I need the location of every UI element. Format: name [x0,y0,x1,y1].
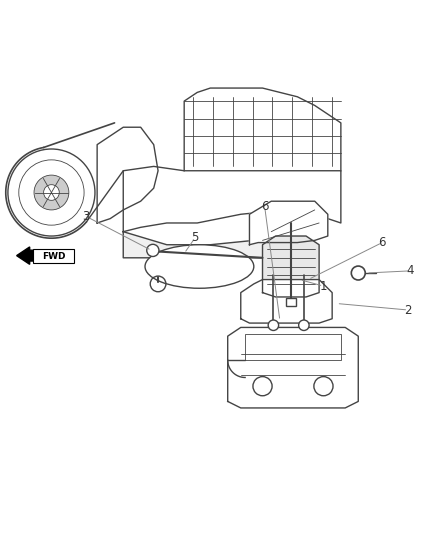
Polygon shape [241,279,332,323]
Polygon shape [228,327,358,408]
FancyBboxPatch shape [33,249,74,263]
Text: FWD: FWD [42,252,65,261]
Circle shape [19,160,84,225]
Bar [245,334,341,360]
Polygon shape [250,201,328,245]
Text: 1: 1 [320,280,327,293]
Circle shape [351,266,365,280]
Polygon shape [97,127,158,223]
Text: 6: 6 [261,200,268,213]
Circle shape [253,377,272,396]
Circle shape [147,244,159,256]
Bar [286,298,296,305]
Circle shape [8,149,95,236]
Text: 5: 5 [191,231,199,244]
Polygon shape [123,166,341,232]
Circle shape [268,320,279,330]
Text: 6: 6 [378,236,386,249]
Text: 3: 3 [83,210,90,223]
FancyArrow shape [17,247,60,264]
Circle shape [314,377,333,396]
Text: 4: 4 [407,264,414,277]
Ellipse shape [145,245,254,288]
Polygon shape [262,236,319,297]
Polygon shape [184,88,341,171]
Circle shape [299,320,309,330]
Circle shape [44,184,59,200]
Polygon shape [123,232,284,258]
Circle shape [34,175,69,210]
Text: 2: 2 [405,303,412,317]
